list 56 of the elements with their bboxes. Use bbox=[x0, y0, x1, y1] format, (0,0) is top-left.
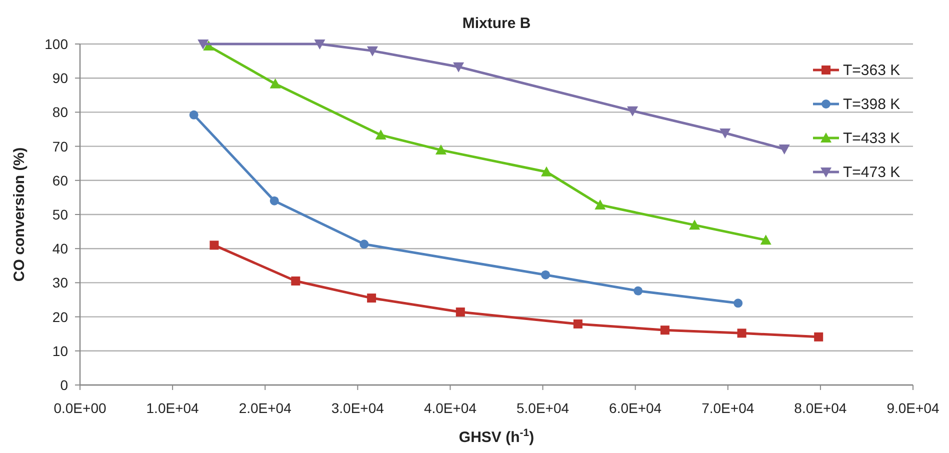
y-tick-label: 20 bbox=[52, 308, 68, 325]
point bbox=[689, 220, 700, 230]
x-axis-title: GHSV (h$^{-1}$) bbox=[458, 427, 534, 446]
legend-label: T=473 K bbox=[843, 164, 900, 181]
point bbox=[270, 196, 279, 206]
point bbox=[541, 270, 550, 280]
x-tick-label: 7.0E+04 bbox=[702, 400, 754, 416]
x-tick-label: 4.0E+04 bbox=[424, 400, 477, 416]
y-axis-title: CO conversion (%) bbox=[11, 147, 28, 282]
x-tick-label: 0.0E+00 bbox=[54, 400, 106, 416]
y-tick-label: 100 bbox=[44, 36, 68, 52]
point bbox=[435, 144, 446, 155]
point bbox=[760, 234, 772, 245]
point bbox=[367, 294, 376, 303]
point bbox=[314, 40, 326, 50]
y-tick-label: 10 bbox=[52, 342, 68, 359]
y-tick-label: 50 bbox=[52, 206, 68, 222]
y-tick-label: 30 bbox=[52, 274, 68, 291]
x-tick-label: 9.0E+04 bbox=[886, 400, 940, 416]
point bbox=[360, 240, 369, 249]
y-tick-label: 0 bbox=[60, 377, 68, 393]
point bbox=[453, 62, 464, 72]
point bbox=[366, 46, 378, 56]
point bbox=[634, 286, 643, 296]
x-tick-label: 3.0E+04 bbox=[331, 400, 384, 416]
x-tick-label: 6.0E+04 bbox=[609, 400, 662, 416]
point bbox=[375, 130, 386, 140]
point bbox=[660, 326, 670, 335]
y-tick-label: 40 bbox=[52, 240, 68, 257]
y-tick-label: 70 bbox=[52, 138, 68, 154]
y-tick-label: 80 bbox=[52, 104, 68, 120]
point bbox=[737, 328, 746, 338]
x-tick-label: 2.0E+04 bbox=[238, 400, 292, 416]
point bbox=[456, 308, 465, 317]
point bbox=[210, 240, 219, 250]
point bbox=[734, 298, 743, 308]
y-tick-label: 60 bbox=[52, 172, 68, 188]
point bbox=[189, 110, 198, 120]
point bbox=[291, 276, 300, 286]
point bbox=[540, 166, 552, 176]
x-tick-label: 8.0E+04 bbox=[794, 400, 847, 416]
point bbox=[198, 40, 209, 50]
chart-title: Mixture B bbox=[462, 15, 531, 32]
x-tick-label: 5.0E+04 bbox=[516, 400, 570, 416]
point bbox=[270, 78, 281, 88]
x-tick-label: 1.0E+04 bbox=[146, 400, 200, 416]
point bbox=[627, 106, 638, 116]
legend-label: T=363 K bbox=[843, 62, 900, 79]
point bbox=[573, 319, 582, 328]
legend-label: T=433 K bbox=[843, 130, 900, 147]
point bbox=[778, 144, 790, 155]
y-tick-label: 90 bbox=[52, 70, 68, 86]
point bbox=[720, 128, 731, 138]
point bbox=[594, 199, 606, 210]
point bbox=[814, 332, 824, 342]
legend-label: T=398 K bbox=[843, 96, 900, 113]
